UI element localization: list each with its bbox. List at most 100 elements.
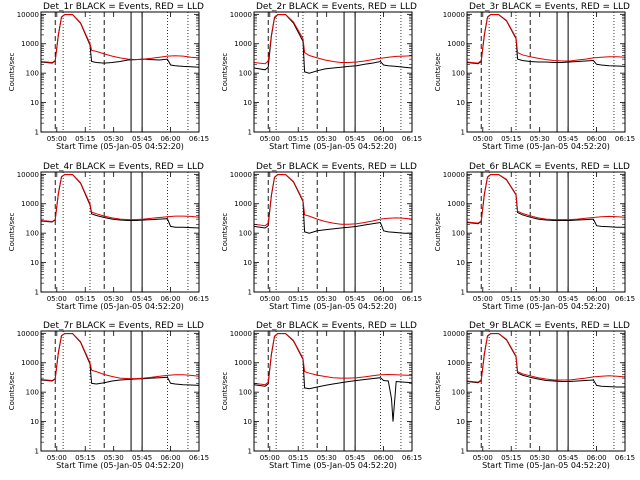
- chart-plot-area: [467, 12, 625, 132]
- axes-frame: [40, 330, 200, 452]
- x-tick-label: 06:00: [586, 135, 606, 143]
- x-tick-label: 05:00: [47, 135, 67, 143]
- y-tick-label: 10: [456, 99, 465, 107]
- lld-series-line: [254, 333, 412, 386]
- x-tick-label: 05:00: [260, 135, 280, 143]
- lld-series-line: [254, 174, 412, 227]
- chart-plot-area: [41, 12, 199, 132]
- y-tick-label: 1: [248, 129, 252, 137]
- y-tick-label: 100: [452, 230, 465, 238]
- y-tick-label: 10: [30, 418, 39, 426]
- x-tick-label: 06:00: [586, 454, 606, 462]
- chart-plot-area: [254, 12, 412, 132]
- chart-title: Det_2r BLACK = Events, RED = LLD: [256, 2, 417, 12]
- axes-frame: [40, 11, 200, 133]
- y-axis-label: Counts/sec: [8, 53, 16, 92]
- chart-plot-area: [41, 172, 199, 292]
- y-tick-label: 10: [456, 418, 465, 426]
- chart-title: Det_7r BLACK = Events, RED = LLD: [43, 321, 204, 331]
- x-tick-label: 06:15: [402, 454, 422, 462]
- y-tick-label: 1000: [234, 40, 252, 48]
- y-tick-label: 100: [239, 70, 252, 78]
- chart-panel-5: Det_5r BLACK = Events, RED = LLD 1 10 100 10…: [221, 162, 422, 311]
- x-tick-label: 05:30: [317, 135, 337, 143]
- x-tick-label: 05:45: [132, 135, 152, 143]
- chart-title: Det_5r BLACK = Events, RED = LLD: [256, 162, 417, 172]
- y-tick-label: 1000: [447, 200, 465, 208]
- chart-title: Det_8r BLACK = Events, RED = LLD: [256, 321, 417, 331]
- lld-series-line: [467, 333, 625, 383]
- x-tick-label: 05:45: [345, 135, 365, 143]
- chart-panel-7: Det_7r BLACK = Events, RED = LLD 1 10 100 10…: [8, 321, 209, 470]
- y-axis-label: Counts/sec: [221, 213, 229, 252]
- x-tick-label: 06:00: [160, 454, 180, 462]
- x-tick-label: 06:15: [402, 295, 422, 303]
- y-tick-label: 10000: [230, 11, 252, 19]
- x-tick-label: 05:15: [501, 454, 521, 462]
- chart-plot-area: [467, 172, 625, 292]
- y-tick-label: 1000: [21, 40, 39, 48]
- y-tick-label: 100: [239, 230, 252, 238]
- y-tick-label: 10000: [17, 11, 39, 19]
- x-tick-label: 05:00: [47, 454, 67, 462]
- y-axis-label: Counts/sec: [8, 213, 16, 252]
- x-tick-label: 05:15: [288, 295, 308, 303]
- y-tick-label: 1000: [21, 359, 39, 367]
- y-tick-label: 10000: [230, 330, 252, 338]
- axes-frame: [253, 330, 413, 452]
- x-tick-label: 06:00: [373, 135, 393, 143]
- x-tick-label: 05:30: [530, 295, 550, 303]
- x-tick-label: 05:30: [530, 135, 550, 143]
- axes-frame: [40, 171, 200, 293]
- axes-frame: [253, 11, 413, 133]
- x-tick-label: 05:15: [288, 454, 308, 462]
- y-tick-label: 1: [35, 129, 39, 137]
- axes-frame: [466, 330, 626, 452]
- y-tick-label: 100: [26, 70, 39, 78]
- x-tick-label: 05:15: [75, 454, 95, 462]
- chart-plot-area: [41, 331, 199, 451]
- x-tick-label: 05:00: [260, 454, 280, 462]
- x-tick-label: 06:00: [373, 454, 393, 462]
- y-tick-label: 10: [456, 259, 465, 267]
- x-tick-label: 06:15: [189, 135, 209, 143]
- chart-plot-area: [254, 172, 412, 292]
- x-tick-label: 05:15: [75, 135, 95, 143]
- x-axis-label: Start Time (05-Jan-05 04:52:20): [56, 142, 184, 151]
- x-tick-label: 05:00: [47, 295, 67, 303]
- x-tick-label: 05:00: [473, 454, 493, 462]
- y-axis-label: Counts/sec: [221, 372, 229, 411]
- y-tick-label: 1: [35, 289, 39, 297]
- x-axis-label: Start Time (05-Jan-05 04:52:20): [56, 461, 184, 470]
- chart-title: Det_4r BLACK = Events, RED = LLD: [43, 162, 204, 172]
- y-tick-label: 10: [243, 99, 252, 107]
- x-tick-label: 06:15: [189, 454, 209, 462]
- x-tick-label: 05:45: [345, 295, 365, 303]
- x-tick-label: 05:30: [530, 454, 550, 462]
- x-tick-label: 05:45: [558, 135, 578, 143]
- events-series-line: [41, 14, 199, 68]
- chart-plot-area: [467, 331, 625, 451]
- x-tick-label: 05:15: [501, 135, 521, 143]
- y-tick-label: 10: [30, 259, 39, 267]
- x-tick-label: 05:45: [558, 454, 578, 462]
- x-tick-label: 05:30: [104, 454, 124, 462]
- chart-panel-2: Det_2r BLACK = Events, RED = LLD 1 10 100 10…: [221, 2, 422, 151]
- x-axis-label: Start Time (05-Jan-05 04:52:20): [482, 142, 610, 151]
- x-axis-label: Start Time (05-Jan-05 04:52:20): [56, 302, 184, 311]
- x-tick-label: 06:15: [615, 295, 635, 303]
- x-tick-label: 06:00: [160, 135, 180, 143]
- x-tick-label: 06:15: [402, 135, 422, 143]
- y-tick-label: 10000: [230, 171, 252, 179]
- x-tick-label: 05:15: [501, 295, 521, 303]
- y-tick-label: 1000: [21, 200, 39, 208]
- x-tick-label: 06:00: [160, 295, 180, 303]
- x-tick-label: 06:15: [615, 454, 635, 462]
- y-tick-label: 10: [243, 418, 252, 426]
- chart-title: Det_1r BLACK = Events, RED = LLD: [43, 2, 204, 12]
- y-axis-label: Counts/sec: [434, 53, 442, 92]
- x-tick-label: 05:30: [104, 295, 124, 303]
- y-axis-label: Counts/sec: [434, 372, 442, 411]
- axes-frame: [253, 171, 413, 293]
- events-series-line: [254, 14, 412, 74]
